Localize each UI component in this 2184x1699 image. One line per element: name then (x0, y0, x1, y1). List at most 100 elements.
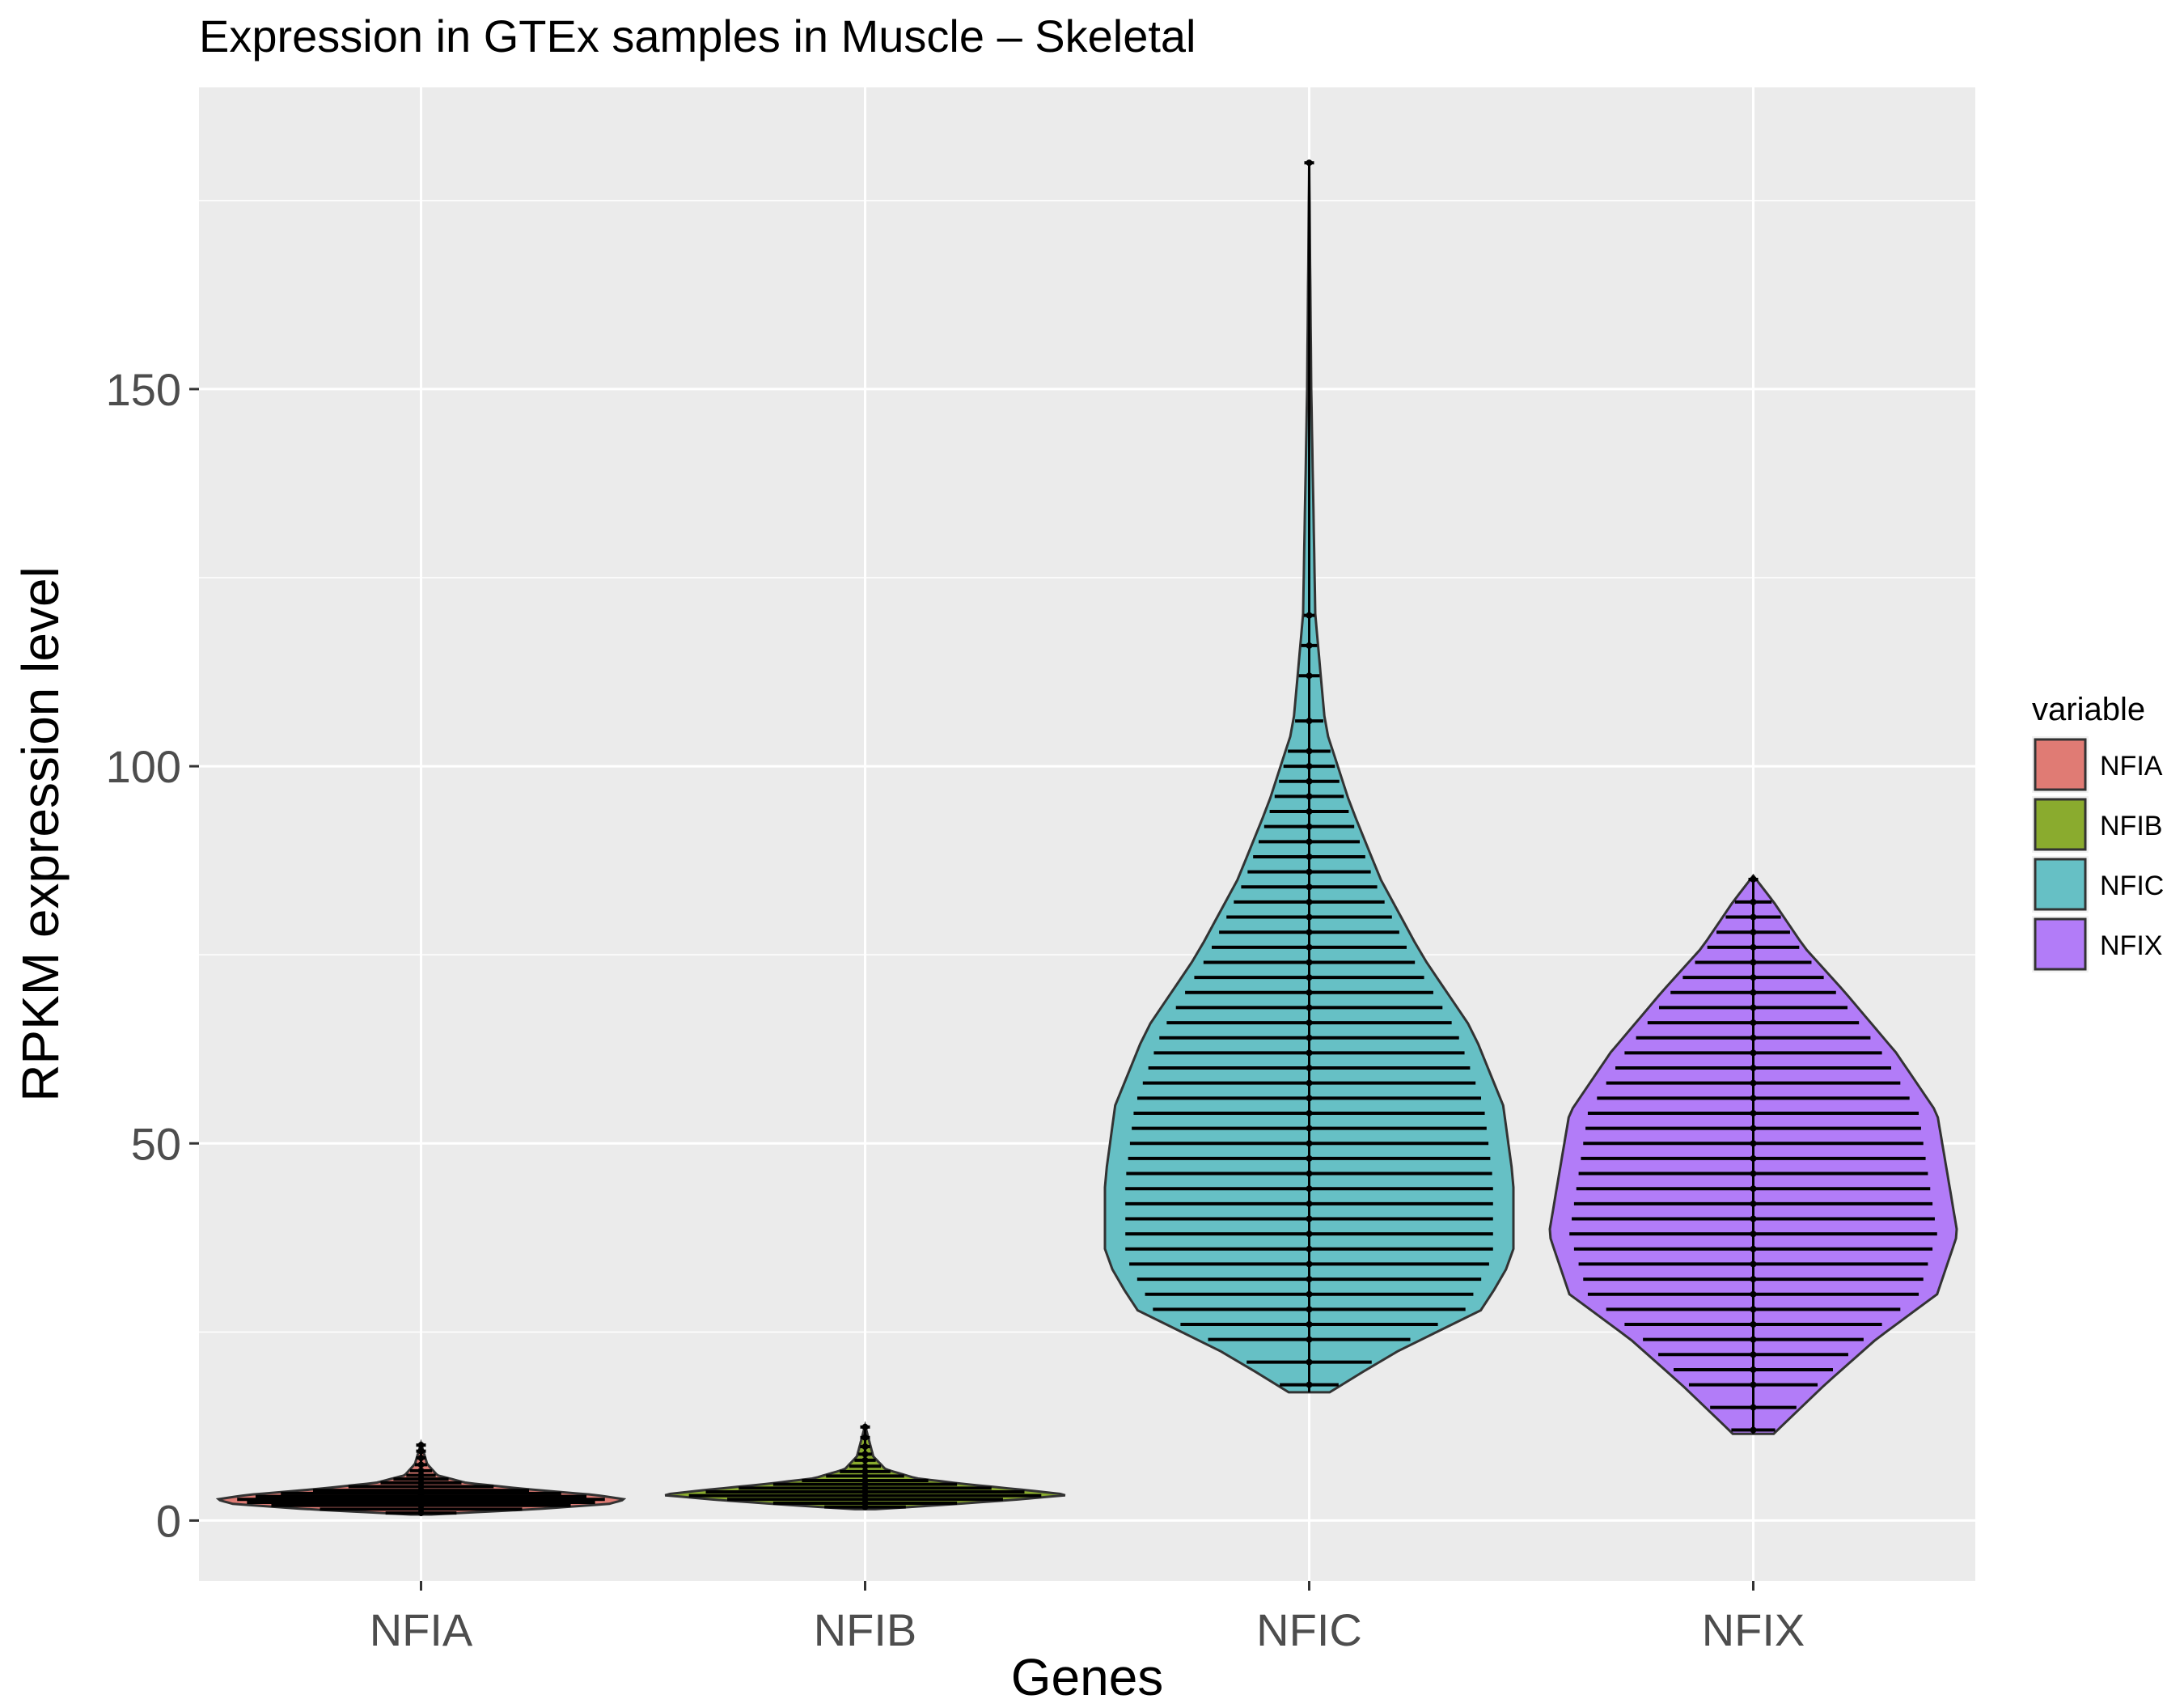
legend-label: NFIX (2100, 930, 2162, 961)
sample-point (1306, 1019, 1313, 1027)
sample-point (1750, 1215, 1757, 1222)
sample-point (1750, 1034, 1757, 1041)
y-tick-label: 150 (106, 364, 181, 415)
violins (215, 159, 1958, 1517)
sample-point (417, 1447, 425, 1455)
sample-point (1306, 1049, 1313, 1057)
sample-point (1750, 1426, 1757, 1434)
sample-point (1750, 1004, 1757, 1011)
sample-point (1306, 808, 1313, 816)
sample-point (861, 1472, 869, 1480)
sample-point (861, 1443, 869, 1451)
sample-point (1306, 1231, 1313, 1238)
sample-point (1750, 1404, 1757, 1411)
y-axis: 0 50 100 150 (106, 364, 199, 1546)
sample-point (1750, 1200, 1757, 1207)
sample-point (1306, 777, 1313, 785)
x-tick-label: NFIB (814, 1604, 917, 1655)
sample-point (1750, 1245, 1757, 1252)
x-tick-label: NFIA (370, 1604, 473, 1655)
sample-point (1750, 1290, 1757, 1298)
legend-swatch-nfix (2034, 917, 2087, 971)
sample-point (1306, 883, 1313, 891)
sample-point (1306, 672, 1313, 680)
sample-point (1750, 1125, 1757, 1132)
sample-point (861, 1468, 869, 1475)
chart-title: Expression in GTEx samples in Muscle – S… (199, 11, 1196, 61)
sample-point (861, 1477, 869, 1485)
violin-nfic (1103, 159, 1515, 1394)
sample-point (1306, 1095, 1313, 1102)
sample-point (1306, 612, 1313, 619)
sample-point (417, 1455, 425, 1462)
legend-title: variable (2032, 692, 2145, 727)
sample-point (417, 1467, 425, 1474)
sample-point (1750, 989, 1757, 996)
sample-point (1750, 1155, 1757, 1162)
sample-point (1750, 1049, 1757, 1057)
sample-point (1306, 1200, 1313, 1207)
sample-point (1750, 1276, 1757, 1283)
violin-nfix (1548, 873, 1958, 1435)
sample-point (1750, 1231, 1757, 1238)
sample-point (1306, 1079, 1313, 1087)
y-axis-label: RPKM expression level (11, 566, 70, 1102)
sample-point (1750, 1079, 1757, 1087)
x-tick-label: NFIC (1256, 1604, 1362, 1655)
sample-point (1306, 823, 1313, 830)
sample-point (1306, 763, 1313, 770)
sample-point (1306, 1215, 1313, 1222)
sample-point (1750, 1109, 1757, 1116)
sample-point (1306, 974, 1313, 981)
sample-point (1306, 1155, 1313, 1162)
sample-point (1306, 1381, 1313, 1388)
violin-nfia (215, 1438, 627, 1517)
sample-point (1750, 1095, 1757, 1102)
sample-point (1750, 913, 1757, 921)
sample-point (1750, 959, 1757, 966)
sample-point (1306, 1004, 1313, 1011)
x-axis-label: Genes (1011, 1648, 1164, 1699)
sample-point (1750, 1065, 1757, 1072)
sample-point (1306, 1109, 1313, 1116)
sample-point (1750, 1366, 1757, 1373)
sample-point (1750, 875, 1757, 883)
sample-point (1306, 913, 1313, 921)
sample-point (1306, 1358, 1313, 1366)
sample-point (1306, 642, 1313, 649)
sample-point (1750, 1019, 1757, 1027)
sample-point (1750, 1336, 1757, 1343)
sample-point (1306, 898, 1313, 905)
legend-label: NFIA (2100, 751, 2163, 782)
sample-point (1750, 929, 1757, 936)
sample-point (1750, 943, 1757, 951)
sample-point (1750, 1321, 1757, 1328)
legend-label: NFIC (2100, 871, 2164, 901)
sample-point (1750, 898, 1757, 905)
legend-label: NFIB (2100, 811, 2162, 841)
sample-point (1306, 1290, 1313, 1298)
sample-point (1306, 1034, 1313, 1041)
sample-point (1306, 1245, 1313, 1252)
sample-point (1750, 1381, 1757, 1388)
sample-point (1306, 853, 1313, 860)
x-axis: NFIA NFIB NFIC NFIX (370, 1581, 1805, 1655)
sample-point (861, 1463, 869, 1470)
legend-swatch-nfib (2034, 798, 2087, 851)
sample-point (1306, 1125, 1313, 1132)
sample-point (1306, 159, 1313, 167)
sample-point (1306, 1336, 1313, 1343)
sample-point (1306, 1170, 1313, 1177)
sample-point (1306, 989, 1313, 996)
legend-swatch-nfia (2034, 738, 2087, 791)
sample-point (1306, 1276, 1313, 1283)
legend-swatch-nfic (2034, 858, 2087, 911)
sample-point (1750, 974, 1757, 981)
x-tick-label: NFIX (1702, 1604, 1805, 1655)
y-tick-label: 0 (156, 1495, 181, 1546)
sample-point (861, 1423, 869, 1430)
sample-point (1750, 1306, 1757, 1313)
sample-point (1750, 1170, 1757, 1177)
sample-point (1750, 1140, 1757, 1147)
